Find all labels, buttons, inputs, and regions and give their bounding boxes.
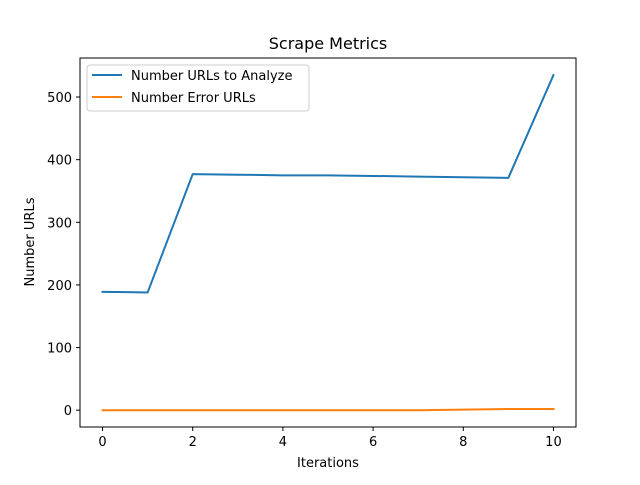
series-line-number-error-urls [101,407,555,412]
x-tick-label: 10 [545,435,562,450]
x-tick-label: 4 [279,435,287,450]
chart-title: Scrape Metrics [269,34,388,53]
y-axis-label: Number URLs [23,197,38,286]
y-tick-label: 200 [47,279,72,294]
y-tick-label: 500 [47,91,72,106]
legend-label-error-urls: Number Error URLs [131,91,256,106]
x-tick-label: 2 [189,435,197,450]
y-tick-label: 300 [47,216,72,231]
x-tick-label: 6 [369,435,377,450]
y-tick-label: 100 [47,342,72,357]
plot-area-frame [79,57,577,428]
series-line-number-urls-to-analyze [101,73,555,294]
chart-legend: Number URLs to Analyze Number Error URLs [86,64,310,112]
x-tick-label: 0 [98,435,106,450]
x-axis-ticks: 0 2 4 6 8 10 [98,427,562,450]
x-tick-label: 8 [459,435,467,450]
y-axis-ticks: 0 100 200 300 400 500 [47,91,80,419]
legend-label-urls-to-analyze: Number URLs to Analyze [131,69,292,84]
legend-box [86,64,310,112]
y-tick-label: 400 [47,154,72,169]
y-tick-label: 0 [64,404,72,419]
x-axis-label: Iterations [297,456,359,471]
series-layer [101,73,555,412]
